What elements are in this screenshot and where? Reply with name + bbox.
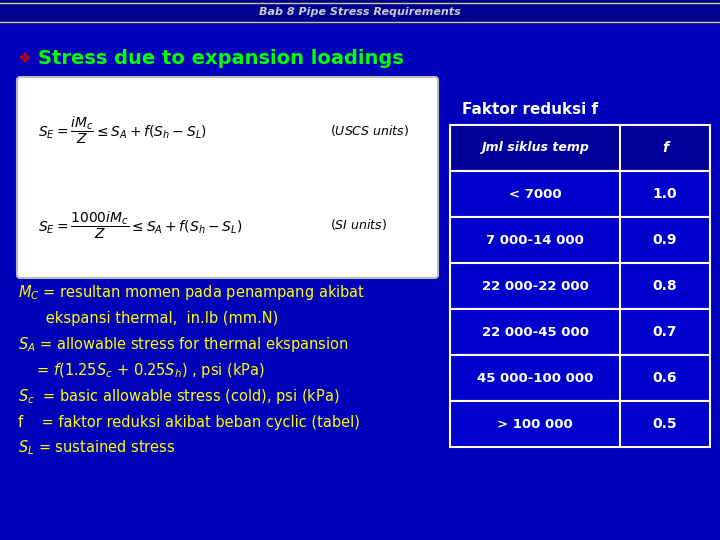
Text: ❖: ❖ xyxy=(18,51,32,65)
Bar xyxy=(450,309,710,355)
FancyBboxPatch shape xyxy=(17,77,438,278)
Bar xyxy=(450,401,710,447)
Text: ►: ► xyxy=(52,88,63,102)
Bar xyxy=(450,125,710,171)
Text: $S_c$  = basic allowable stress (cold), psi (kPa): $S_c$ = basic allowable stress (cold), p… xyxy=(18,387,339,406)
Text: 0.8: 0.8 xyxy=(653,279,678,293)
Text: 7 000-14 000: 7 000-14 000 xyxy=(486,233,584,246)
Bar xyxy=(450,263,710,309)
Text: = $f$(1.25$S_c$ + 0.25$S_h$) , psi (kPa): = $f$(1.25$S_c$ + 0.25$S_h$) , psi (kPa) xyxy=(18,361,265,380)
Bar xyxy=(0,0,720,24)
Text: $(SI\ units)$: $(SI\ units)$ xyxy=(330,218,387,233)
Text: Thermal expansion: Thermal expansion xyxy=(72,86,265,104)
Text: $(USCS\ units)$: $(USCS\ units)$ xyxy=(330,123,409,138)
Text: Stress due to expansion loadings: Stress due to expansion loadings xyxy=(38,49,404,68)
Text: > 100 000: > 100 000 xyxy=(497,417,573,430)
Text: 22 000-45 000: 22 000-45 000 xyxy=(482,326,588,339)
Text: $S_E = \dfrac{1000iM_c}{Z} \leq S_A + f(S_h - S_L)$: $S_E = \dfrac{1000iM_c}{Z} \leq S_A + f(… xyxy=(38,209,243,241)
Text: Jml siklus temp: Jml siklus temp xyxy=(481,141,589,154)
Bar xyxy=(450,355,710,401)
Text: Bab 8 Pipe Stress Requirements: Bab 8 Pipe Stress Requirements xyxy=(259,7,461,17)
Text: 45 000-100 000: 45 000-100 000 xyxy=(477,372,593,384)
Text: f: f xyxy=(662,141,668,155)
Text: $S_E = \dfrac{iM_c}{Z} \leq S_A + f(S_h - S_L)$: $S_E = \dfrac{iM_c}{Z} \leq S_A + f(S_h … xyxy=(38,114,207,146)
Text: < 7000: < 7000 xyxy=(509,187,562,200)
Text: $S_L$ = sustained stress: $S_L$ = sustained stress xyxy=(18,438,176,457)
Text: 0.5: 0.5 xyxy=(653,417,678,431)
Bar xyxy=(450,171,710,217)
Text: 0.6: 0.6 xyxy=(653,371,678,385)
Text: ekspansi thermal,  in.lb (mm.N): ekspansi thermal, in.lb (mm.N) xyxy=(18,310,278,326)
Text: 1.0: 1.0 xyxy=(653,187,678,201)
Text: $S_A$ = allowable stress for thermal ekspansion: $S_A$ = allowable stress for thermal eks… xyxy=(18,334,348,354)
Text: f    = faktor reduksi akibat beban cyclic (tabel): f = faktor reduksi akibat beban cyclic (… xyxy=(18,415,360,429)
Bar xyxy=(450,217,710,263)
Text: 0.9: 0.9 xyxy=(653,233,678,247)
Text: 22 000-22 000: 22 000-22 000 xyxy=(482,280,588,293)
Text: Faktor reduksi f: Faktor reduksi f xyxy=(462,103,598,118)
Text: 0.7: 0.7 xyxy=(653,325,678,339)
Text: $M_C$ = resultan momen pada penampang akibat: $M_C$ = resultan momen pada penampang ak… xyxy=(18,282,365,301)
